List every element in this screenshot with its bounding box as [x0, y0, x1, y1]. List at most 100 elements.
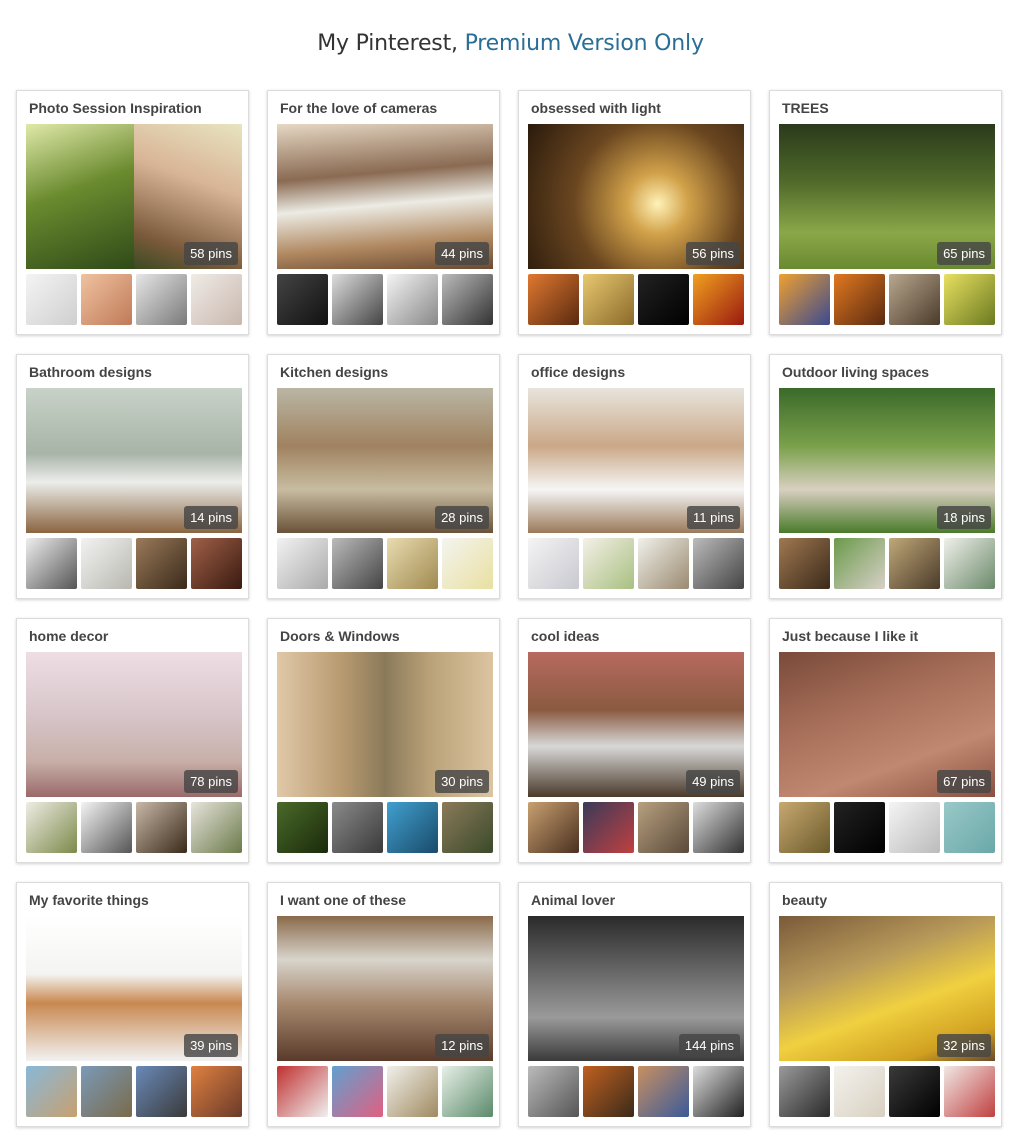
- board-card[interactable]: TREES 65 pins: [769, 90, 1002, 335]
- pin-thumbnail[interactable]: [442, 802, 493, 853]
- pin-thumbnail[interactable]: [693, 1066, 744, 1117]
- board-title[interactable]: TREES: [782, 100, 829, 116]
- board-title[interactable]: office designs: [531, 364, 626, 380]
- pin-thumbnail[interactable]: [136, 538, 187, 589]
- pin-thumbnail[interactable]: [889, 538, 940, 589]
- board-title[interactable]: I want one of these: [280, 892, 407, 908]
- board-cover-image[interactable]: 12 pins: [277, 916, 493, 1061]
- board-card[interactable]: Just because I like it 67 pins: [769, 618, 1002, 863]
- pin-thumbnail[interactable]: [387, 1066, 438, 1117]
- pin-thumbnail[interactable]: [81, 274, 132, 325]
- board-title[interactable]: Outdoor living spaces: [782, 364, 930, 380]
- pin-thumbnail[interactable]: [944, 274, 995, 325]
- pin-thumbnail[interactable]: [81, 538, 132, 589]
- pin-thumbnail[interactable]: [889, 802, 940, 853]
- board-card[interactable]: office designs 11 pins: [518, 354, 751, 599]
- board-cover-image[interactable]: 44 pins: [277, 124, 493, 269]
- premium-link[interactable]: Premium Version Only: [464, 31, 704, 56]
- board-title[interactable]: Photo Session Inspiration: [29, 100, 202, 116]
- board-cover-image[interactable]: 78 pins: [26, 652, 242, 797]
- pin-thumbnail[interactable]: [26, 802, 77, 853]
- pin-thumbnail[interactable]: [834, 802, 885, 853]
- board-title[interactable]: Doors & Windows: [280, 628, 400, 644]
- pin-thumbnail[interactable]: [583, 274, 634, 325]
- board-card[interactable]: Outdoor living spaces 18 pins: [769, 354, 1002, 599]
- board-title[interactable]: beauty: [782, 892, 828, 908]
- pin-thumbnail[interactable]: [779, 1066, 830, 1117]
- pin-thumbnail[interactable]: [834, 1066, 885, 1117]
- board-title[interactable]: Just because I like it: [782, 628, 919, 644]
- pin-thumbnail[interactable]: [191, 538, 242, 589]
- board-cover-image[interactable]: 58 pins: [26, 124, 242, 269]
- pin-thumbnail[interactable]: [693, 802, 744, 853]
- pin-thumbnail[interactable]: [387, 802, 438, 853]
- pin-thumbnail[interactable]: [638, 274, 689, 325]
- pin-thumbnail[interactable]: [834, 274, 885, 325]
- pin-thumbnail[interactable]: [136, 802, 187, 853]
- pin-thumbnail[interactable]: [26, 274, 77, 325]
- pin-thumbnail[interactable]: [779, 538, 830, 589]
- board-card[interactable]: beauty 32 pins: [769, 882, 1002, 1127]
- pin-thumbnail[interactable]: [136, 1066, 187, 1117]
- pin-thumbnail[interactable]: [387, 274, 438, 325]
- board-cover-image[interactable]: 56 pins: [528, 124, 744, 269]
- pin-thumbnail[interactable]: [638, 802, 689, 853]
- board-card[interactable]: cool ideas 49 pins: [518, 618, 751, 863]
- board-card[interactable]: obsessed with light 56 pins: [518, 90, 751, 335]
- board-cover-image[interactable]: 28 pins: [277, 388, 493, 533]
- board-card[interactable]: Photo Session Inspiration 58 pins: [16, 90, 249, 335]
- pin-thumbnail[interactable]: [889, 274, 940, 325]
- pin-thumbnail[interactable]: [779, 802, 830, 853]
- pin-thumbnail[interactable]: [889, 1066, 940, 1117]
- board-title[interactable]: Bathroom designs: [29, 364, 152, 380]
- pin-thumbnail[interactable]: [944, 538, 995, 589]
- board-card[interactable]: Doors & Windows 30 pins: [267, 618, 500, 863]
- pin-thumbnail[interactable]: [191, 1066, 242, 1117]
- pin-thumbnail[interactable]: [944, 802, 995, 853]
- board-title[interactable]: My favorite things: [29, 892, 149, 908]
- pin-thumbnail[interactable]: [191, 802, 242, 853]
- pin-thumbnail[interactable]: [638, 538, 689, 589]
- pin-thumbnail[interactable]: [779, 274, 830, 325]
- pin-thumbnail[interactable]: [638, 1066, 689, 1117]
- board-cover-image[interactable]: 65 pins: [779, 124, 995, 269]
- board-title[interactable]: cool ideas: [531, 628, 600, 644]
- board-title[interactable]: home decor: [29, 628, 109, 644]
- board-card[interactable]: Kitchen designs 28 pins: [267, 354, 500, 599]
- pin-thumbnail[interactable]: [332, 802, 383, 853]
- pin-thumbnail[interactable]: [834, 538, 885, 589]
- board-cover-image[interactable]: 49 pins: [528, 652, 744, 797]
- pin-thumbnail[interactable]: [387, 538, 438, 589]
- board-title[interactable]: For the love of cameras: [280, 100, 438, 116]
- pin-thumbnail[interactable]: [528, 1066, 579, 1117]
- board-cover-image[interactable]: 39 pins: [26, 916, 242, 1061]
- pin-thumbnail[interactable]: [136, 274, 187, 325]
- pin-thumbnail[interactable]: [583, 802, 634, 853]
- pin-thumbnail[interactable]: [583, 538, 634, 589]
- board-cover-image[interactable]: 11 pins: [528, 388, 744, 533]
- board-card[interactable]: I want one of these 12 pins: [267, 882, 500, 1127]
- pin-thumbnail[interactable]: [528, 802, 579, 853]
- pin-thumbnail[interactable]: [332, 538, 383, 589]
- pin-thumbnail[interactable]: [277, 1066, 328, 1117]
- pin-thumbnail[interactable]: [442, 274, 493, 325]
- board-card[interactable]: home decor 78 pins: [16, 618, 249, 863]
- board-cover-image[interactable]: 144 pins: [528, 916, 744, 1061]
- pin-thumbnail[interactable]: [277, 538, 328, 589]
- pin-thumbnail[interactable]: [26, 538, 77, 589]
- board-card[interactable]: My favorite things 39 pins: [16, 882, 249, 1127]
- pin-thumbnail[interactable]: [191, 274, 242, 325]
- pin-thumbnail[interactable]: [944, 1066, 995, 1117]
- pin-thumbnail[interactable]: [442, 538, 493, 589]
- board-title[interactable]: Kitchen designs: [280, 364, 389, 380]
- pin-thumbnail[interactable]: [81, 802, 132, 853]
- pin-thumbnail[interactable]: [277, 274, 328, 325]
- pin-thumbnail[interactable]: [693, 274, 744, 325]
- board-card[interactable]: For the love of cameras 44 pins: [267, 90, 500, 335]
- board-cover-image[interactable]: 30 pins: [277, 652, 493, 797]
- board-title[interactable]: Animal lover: [531, 892, 616, 908]
- pin-thumbnail[interactable]: [583, 1066, 634, 1117]
- pin-thumbnail[interactable]: [693, 538, 744, 589]
- board-cover-image[interactable]: 18 pins: [779, 388, 995, 533]
- pin-thumbnail[interactable]: [81, 1066, 132, 1117]
